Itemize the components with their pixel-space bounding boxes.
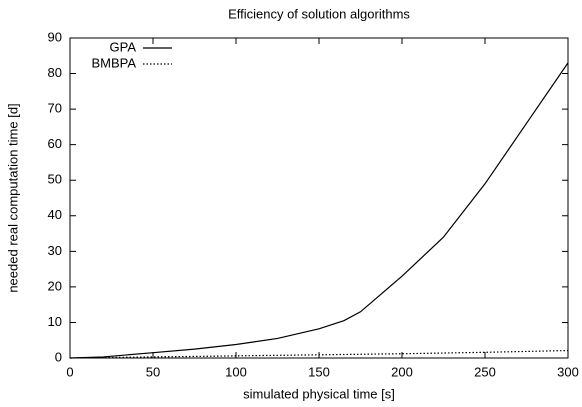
y-axis-label: needed real computation time [d] bbox=[5, 103, 20, 292]
y-tick-label: 60 bbox=[48, 136, 62, 151]
legend-label: GPA bbox=[110, 39, 137, 54]
chart-title: Efficiency of solution algorithms bbox=[228, 6, 410, 21]
x-tick-label: 50 bbox=[146, 364, 160, 379]
x-tick-label: 250 bbox=[474, 364, 496, 379]
x-tick-label: 150 bbox=[308, 364, 330, 379]
y-tick-label: 30 bbox=[48, 243, 62, 258]
y-tick-label: 50 bbox=[48, 172, 62, 187]
y-tick-label: 0 bbox=[55, 349, 62, 364]
x-tick-label: 100 bbox=[225, 364, 247, 379]
y-tick-label: 10 bbox=[48, 314, 62, 329]
x-tick-label: 200 bbox=[391, 364, 413, 379]
series-line bbox=[69, 62, 569, 359]
y-tick-label: 80 bbox=[48, 65, 62, 80]
x-axis-label: simulated physical time [s] bbox=[243, 386, 395, 401]
x-tick-label: 300 bbox=[557, 364, 579, 379]
legend-label: BMBPA bbox=[91, 55, 136, 70]
x-tick-label: 0 bbox=[66, 364, 73, 379]
y-tick-label: 40 bbox=[48, 207, 62, 222]
series-line bbox=[69, 349, 569, 359]
y-tick-label: 90 bbox=[48, 29, 62, 44]
plot-frame bbox=[69, 37, 569, 359]
y-tick-label: 70 bbox=[48, 101, 62, 116]
y-tick-label: 20 bbox=[48, 278, 62, 293]
